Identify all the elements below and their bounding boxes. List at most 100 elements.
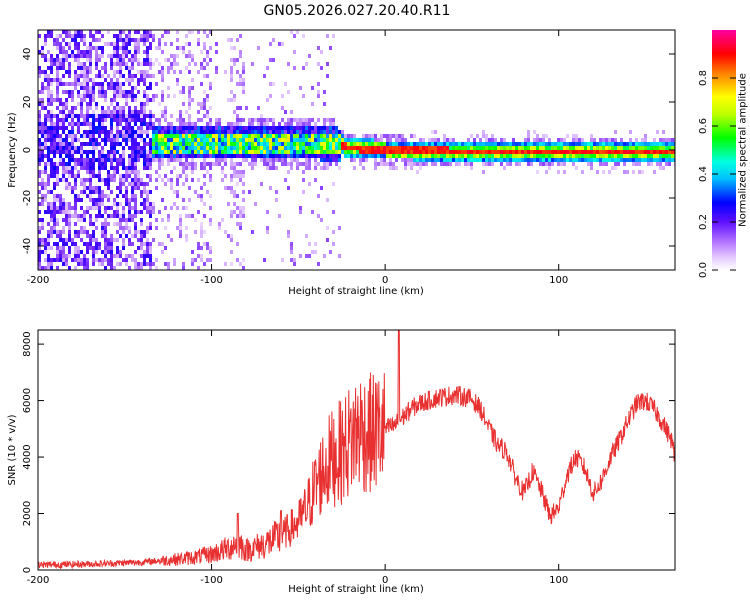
heat-cell bbox=[671, 142, 674, 146]
heat-cell bbox=[317, 94, 320, 98]
heat-cell bbox=[44, 194, 47, 198]
heat-cell bbox=[449, 162, 452, 166]
heat-cell bbox=[521, 150, 524, 154]
heat-cell bbox=[122, 90, 125, 94]
heat-cell bbox=[662, 146, 665, 150]
heat-cell bbox=[44, 258, 47, 262]
heat-cell bbox=[113, 42, 116, 46]
heat-cell bbox=[83, 258, 86, 262]
heat-cell bbox=[338, 166, 341, 170]
heat-cell bbox=[521, 146, 524, 150]
heat-cell bbox=[326, 166, 329, 170]
heat-cell bbox=[173, 202, 176, 206]
heat-cell bbox=[119, 38, 122, 42]
heat-cell bbox=[77, 54, 80, 58]
heat-cell bbox=[236, 214, 239, 218]
heat-cell bbox=[491, 142, 494, 146]
heat-cell bbox=[158, 154, 161, 158]
heat-cell bbox=[140, 178, 143, 182]
heat-cell bbox=[92, 206, 95, 210]
heat-cell bbox=[236, 38, 239, 42]
heat-cell bbox=[389, 142, 392, 146]
heat-cell bbox=[161, 178, 164, 182]
heat-cell bbox=[188, 134, 191, 138]
heat-cell bbox=[128, 226, 131, 230]
heat-cell bbox=[131, 138, 134, 142]
heat-cell bbox=[155, 46, 158, 50]
heat-cell bbox=[164, 118, 167, 122]
heat-cell bbox=[131, 162, 134, 166]
heat-cell bbox=[194, 154, 197, 158]
heat-cell bbox=[95, 250, 98, 254]
spectrogram-y-label: Frequency (Hz) bbox=[7, 112, 18, 188]
heat-cell bbox=[113, 74, 116, 78]
heat-cell bbox=[44, 58, 47, 62]
heat-cell bbox=[176, 30, 179, 34]
heat-cell bbox=[62, 258, 65, 262]
heat-cell bbox=[206, 154, 209, 158]
heat-cell bbox=[143, 242, 146, 246]
heat-cell bbox=[152, 62, 155, 66]
heat-cell bbox=[104, 42, 107, 46]
heat-cell bbox=[203, 58, 206, 62]
heat-cell bbox=[107, 42, 110, 46]
heat-cell bbox=[272, 82, 275, 86]
heat-cell bbox=[302, 146, 305, 150]
heat-cell bbox=[128, 182, 131, 186]
heat-cell bbox=[134, 198, 137, 202]
heat-cell bbox=[302, 150, 305, 154]
heat-cell bbox=[182, 122, 185, 126]
heat-cell bbox=[179, 150, 182, 154]
heat-cell bbox=[110, 98, 113, 102]
heat-cell bbox=[668, 158, 671, 162]
heat-cell bbox=[89, 166, 92, 170]
heat-cell bbox=[92, 34, 95, 38]
heat-cell bbox=[80, 238, 83, 242]
heat-cell bbox=[83, 210, 86, 214]
heat-cell bbox=[170, 150, 173, 154]
heat-cell bbox=[446, 154, 449, 158]
x-tick-label: 100 bbox=[549, 275, 568, 286]
heat-cell bbox=[320, 138, 323, 142]
heat-cell bbox=[104, 166, 107, 170]
heat-cell bbox=[119, 190, 122, 194]
heat-cell bbox=[68, 34, 71, 38]
heat-cell bbox=[122, 30, 125, 34]
heat-cell bbox=[473, 146, 476, 150]
heat-cell bbox=[485, 158, 488, 162]
heat-cell bbox=[182, 90, 185, 94]
heat-cell bbox=[122, 238, 125, 242]
heat-cell bbox=[143, 230, 146, 234]
heat-cell bbox=[215, 134, 218, 138]
heat-cell bbox=[581, 146, 584, 150]
heat-cell bbox=[227, 122, 230, 126]
heat-cell bbox=[131, 182, 134, 186]
heat-cell bbox=[221, 130, 224, 134]
heat-cell bbox=[185, 206, 188, 210]
heat-cell bbox=[41, 142, 44, 146]
heat-cell bbox=[38, 202, 41, 206]
heat-cell bbox=[116, 214, 119, 218]
heat-cell bbox=[197, 150, 200, 154]
heat-cell bbox=[305, 150, 308, 154]
heat-cell bbox=[443, 158, 446, 162]
heat-cell bbox=[299, 134, 302, 138]
heat-cell bbox=[68, 90, 71, 94]
heat-cell bbox=[524, 158, 527, 162]
heat-cell bbox=[65, 138, 68, 142]
heat-cell bbox=[182, 150, 185, 154]
heat-cell bbox=[449, 154, 452, 158]
heat-cell bbox=[515, 154, 518, 158]
heat-cell bbox=[101, 154, 104, 158]
heat-cell bbox=[140, 110, 143, 114]
heat-cell bbox=[56, 90, 59, 94]
heat-cell bbox=[146, 242, 149, 246]
heat-cell bbox=[602, 146, 605, 150]
heat-cell bbox=[149, 126, 152, 130]
heat-cell bbox=[44, 154, 47, 158]
heat-cell bbox=[116, 94, 119, 98]
heat-cell bbox=[167, 218, 170, 222]
heat-cell bbox=[308, 54, 311, 58]
heat-cell bbox=[80, 62, 83, 66]
heat-cell bbox=[251, 118, 254, 122]
